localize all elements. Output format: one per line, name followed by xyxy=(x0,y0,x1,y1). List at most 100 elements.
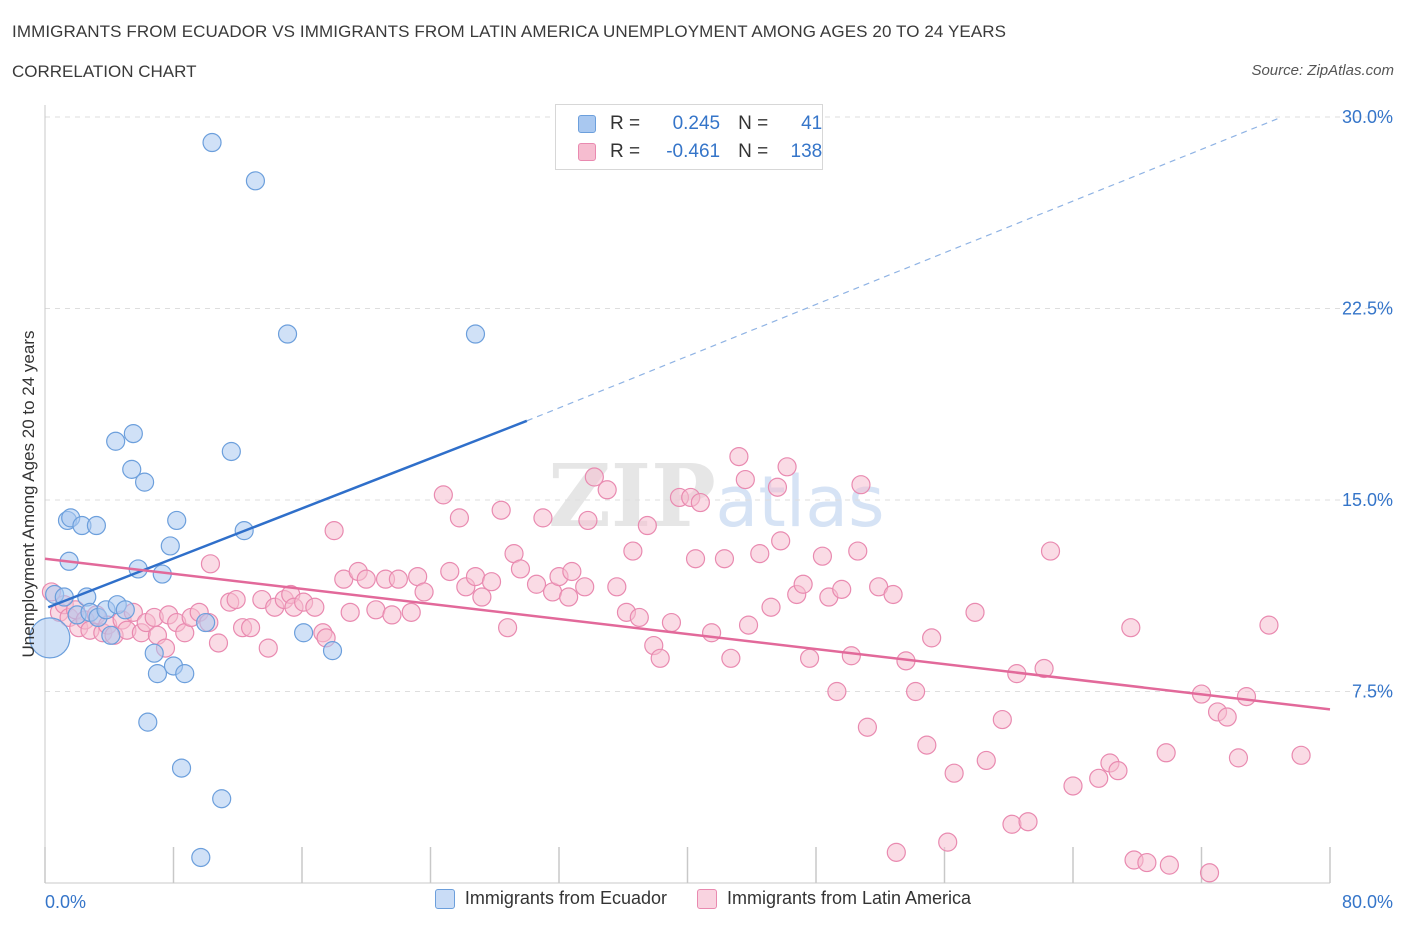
legend-n-value-latin-america: 138 xyxy=(790,141,823,162)
latin-america-point xyxy=(851,475,871,495)
latin-america-point xyxy=(258,638,278,658)
latin-america-point xyxy=(1018,812,1038,832)
legend-label-ecuador: Immigrants from Ecuador xyxy=(464,888,667,908)
latin-america-point xyxy=(827,681,847,702)
latin-america-point xyxy=(793,574,813,594)
ecuador-point xyxy=(167,510,187,531)
legend-n-label: N = xyxy=(738,113,769,134)
source-label: Source: ZipAtlas.com xyxy=(1251,62,1394,79)
latin-america-point xyxy=(575,577,595,597)
legend-r-value-latin-america: -0.461 xyxy=(666,141,721,162)
grid-lines xyxy=(45,116,1390,692)
ecuador-point xyxy=(202,132,222,153)
latin-america-point xyxy=(449,508,470,528)
latin-america-point xyxy=(886,842,906,862)
latin-america-point xyxy=(857,717,878,737)
latin-america-point xyxy=(356,569,376,589)
latin-america-point xyxy=(938,832,958,852)
latin-america-point xyxy=(777,457,797,477)
latin-america-point xyxy=(510,559,531,579)
latin-america-point xyxy=(1040,541,1061,561)
ecuador-point xyxy=(465,324,486,344)
latin-america-point xyxy=(200,554,221,574)
latin-america-point xyxy=(1236,687,1257,707)
latin-america-point xyxy=(841,646,861,666)
legend-item-ecuador[interactable]: Immigrants from Ecuador xyxy=(434,888,667,909)
latin-america-point xyxy=(1228,748,1249,768)
ecuador-points xyxy=(29,132,486,868)
series-legend: Immigrants from Ecuador Immigrants from … xyxy=(0,888,1406,909)
latin-america-point xyxy=(1002,814,1022,834)
y-axis-label: Unemployment Among Ages 20 to 24 years xyxy=(19,331,38,658)
ecuador-point xyxy=(115,600,135,620)
latin-america-point xyxy=(1063,776,1083,796)
legend-n-label: N = xyxy=(738,141,769,162)
latin-america-point xyxy=(1137,852,1157,873)
trend-lines xyxy=(44,116,1331,711)
latin-america-point xyxy=(799,648,820,668)
latin-america-point xyxy=(562,561,582,582)
latin-america-point xyxy=(701,623,722,643)
legend-label-latin-america: Immigrants from Latin America xyxy=(726,888,972,908)
x-tick-label: 80.0% xyxy=(1342,892,1393,912)
ecuador-point xyxy=(29,617,71,659)
ecuador-point xyxy=(196,612,216,633)
latin-america-point xyxy=(1259,615,1279,635)
latin-america-point xyxy=(226,589,246,610)
latin-america-point xyxy=(414,582,434,602)
latin-america-point xyxy=(440,561,460,582)
latin-america-point xyxy=(607,577,627,597)
legend-item-latin-america[interactable]: Immigrants from Latin America xyxy=(696,888,972,909)
ecuador-point xyxy=(277,324,298,344)
legend-n-value-ecuador: 41 xyxy=(801,113,823,134)
latin-america-point xyxy=(498,618,518,638)
latin-america-point xyxy=(917,735,937,755)
legend-swatch-ecuador xyxy=(434,888,455,909)
latin-america-point xyxy=(366,600,386,620)
ecuador-point xyxy=(212,789,232,809)
ecuador-point xyxy=(144,643,164,663)
latin-america-point xyxy=(685,549,706,569)
latin-america-point xyxy=(629,607,649,628)
legend-row-latin-america: R = -0.461 N = 138 xyxy=(578,139,822,165)
latin-america-point xyxy=(1156,743,1176,763)
latin-america-point xyxy=(992,709,1012,730)
latin-america-point xyxy=(721,648,741,668)
watermark: ZIP atlas xyxy=(548,446,884,547)
latin-america-point xyxy=(650,648,670,668)
legend-swatch-latin-america xyxy=(578,143,596,161)
y-tick-label: 15.0% xyxy=(1342,490,1393,510)
ecuador-point xyxy=(147,664,168,684)
ecuador-point xyxy=(86,515,107,536)
latin-america-point xyxy=(1089,768,1109,788)
latin-america-point xyxy=(382,605,402,625)
latin-america-point xyxy=(767,477,788,497)
latin-america-point xyxy=(578,510,598,531)
latin-america-point xyxy=(584,467,604,487)
latin-america-point xyxy=(465,566,486,587)
ecuador-trend-line xyxy=(47,419,528,609)
latin-america-point xyxy=(526,574,547,594)
latin-america-point xyxy=(597,480,617,500)
ecuador-point xyxy=(101,625,121,645)
ecuador-point xyxy=(294,623,314,643)
latin-america-point xyxy=(661,612,682,633)
ecuador-point xyxy=(191,847,211,868)
latin-america-point xyxy=(491,500,511,520)
latin-america-point xyxy=(533,508,553,528)
ecuador-point xyxy=(245,171,266,191)
ecuador-point xyxy=(138,712,158,732)
latin-america-point xyxy=(1034,658,1054,679)
legend-r-value-ecuador: 0.245 xyxy=(672,113,721,134)
ecuador-point xyxy=(160,536,180,556)
legend-row-ecuador: R = 0.245 N = 41 xyxy=(578,111,822,137)
latin-america-point xyxy=(735,469,755,490)
latin-america-point xyxy=(848,541,868,561)
latin-america-point xyxy=(1159,855,1179,875)
x-tick-label: 0.0% xyxy=(45,892,86,912)
latin-america-point xyxy=(690,492,710,513)
latin-america-point xyxy=(812,546,833,566)
latin-america-point xyxy=(738,615,759,635)
latin-america-trend-line xyxy=(44,557,1331,711)
